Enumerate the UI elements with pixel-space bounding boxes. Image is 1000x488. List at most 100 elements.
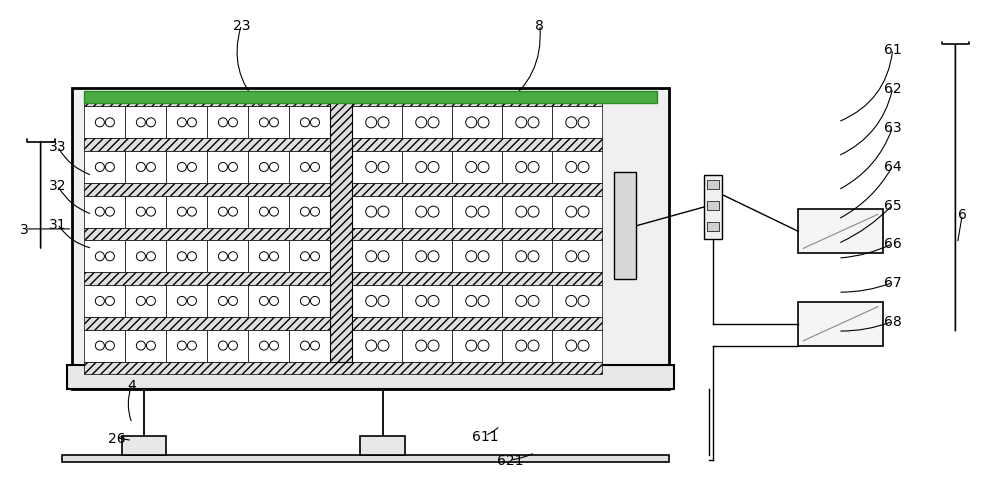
Bar <box>62 455 669 462</box>
Text: 67: 67 <box>884 276 902 290</box>
Circle shape <box>310 163 319 172</box>
Bar <box>289 107 330 139</box>
Bar <box>166 196 207 228</box>
Circle shape <box>310 297 319 306</box>
Bar <box>84 228 602 241</box>
Circle shape <box>259 119 268 127</box>
Circle shape <box>466 207 477 218</box>
Bar <box>707 223 719 231</box>
Circle shape <box>578 207 589 218</box>
Bar <box>502 285 552 317</box>
Bar <box>452 152 502 183</box>
Bar <box>289 241 330 273</box>
Circle shape <box>378 296 389 307</box>
Bar <box>67 366 674 389</box>
Bar <box>330 95 352 362</box>
Text: 66: 66 <box>884 237 902 251</box>
Bar <box>248 241 289 273</box>
Circle shape <box>566 162 577 173</box>
Circle shape <box>146 297 155 306</box>
Circle shape <box>566 118 577 128</box>
Circle shape <box>146 342 155 350</box>
Bar <box>402 330 452 362</box>
Circle shape <box>516 251 527 262</box>
Circle shape <box>516 340 527 351</box>
Circle shape <box>146 208 155 217</box>
Bar <box>614 173 636 280</box>
Circle shape <box>146 163 155 172</box>
Bar <box>552 330 602 362</box>
Text: 6: 6 <box>958 208 967 222</box>
Bar <box>248 196 289 228</box>
Circle shape <box>218 252 227 261</box>
Circle shape <box>95 342 104 350</box>
Circle shape <box>378 118 389 128</box>
Circle shape <box>136 252 145 261</box>
Circle shape <box>528 118 539 128</box>
Circle shape <box>366 251 377 262</box>
Circle shape <box>578 251 589 262</box>
Bar <box>207 107 248 139</box>
Text: 26: 26 <box>108 431 126 445</box>
Bar <box>352 285 402 317</box>
Bar <box>207 196 248 228</box>
Circle shape <box>136 342 145 350</box>
Bar <box>402 241 452 273</box>
Bar <box>452 107 502 139</box>
Circle shape <box>566 340 577 351</box>
Circle shape <box>105 119 114 127</box>
Text: 62: 62 <box>884 82 902 96</box>
Circle shape <box>428 118 439 128</box>
Circle shape <box>218 208 227 217</box>
Bar <box>798 210 883 254</box>
Circle shape <box>300 297 309 306</box>
Circle shape <box>466 162 477 173</box>
Circle shape <box>105 163 114 172</box>
Circle shape <box>177 342 186 350</box>
Bar <box>707 202 719 210</box>
Bar <box>704 176 722 239</box>
Bar <box>125 107 166 139</box>
Bar <box>452 241 502 273</box>
Circle shape <box>378 340 389 351</box>
Bar <box>125 152 166 183</box>
Circle shape <box>259 208 268 217</box>
Text: 23: 23 <box>233 19 250 33</box>
Bar <box>552 285 602 317</box>
Bar <box>84 139 602 152</box>
Text: 64: 64 <box>884 160 902 173</box>
Circle shape <box>578 162 589 173</box>
Circle shape <box>300 252 309 261</box>
Circle shape <box>136 163 145 172</box>
Circle shape <box>177 297 186 306</box>
Bar <box>166 152 207 183</box>
Circle shape <box>428 162 439 173</box>
Circle shape <box>478 251 489 262</box>
Bar <box>84 273 602 285</box>
Bar <box>125 330 166 362</box>
Circle shape <box>218 119 227 127</box>
Circle shape <box>105 252 114 261</box>
Circle shape <box>187 119 196 127</box>
Circle shape <box>366 340 377 351</box>
Circle shape <box>218 342 227 350</box>
Circle shape <box>310 252 319 261</box>
Circle shape <box>416 340 427 351</box>
Bar <box>166 330 207 362</box>
Bar <box>452 196 502 228</box>
Circle shape <box>300 208 309 217</box>
Bar <box>248 285 289 317</box>
Text: 3: 3 <box>20 223 29 236</box>
Bar <box>166 285 207 317</box>
Circle shape <box>300 119 309 127</box>
Text: 63: 63 <box>884 121 902 135</box>
Bar <box>289 196 330 228</box>
Circle shape <box>269 297 278 306</box>
Circle shape <box>269 252 278 261</box>
Circle shape <box>95 252 104 261</box>
Circle shape <box>228 119 237 127</box>
Bar <box>798 302 883 346</box>
Circle shape <box>95 163 104 172</box>
Bar <box>248 107 289 139</box>
Circle shape <box>259 252 268 261</box>
